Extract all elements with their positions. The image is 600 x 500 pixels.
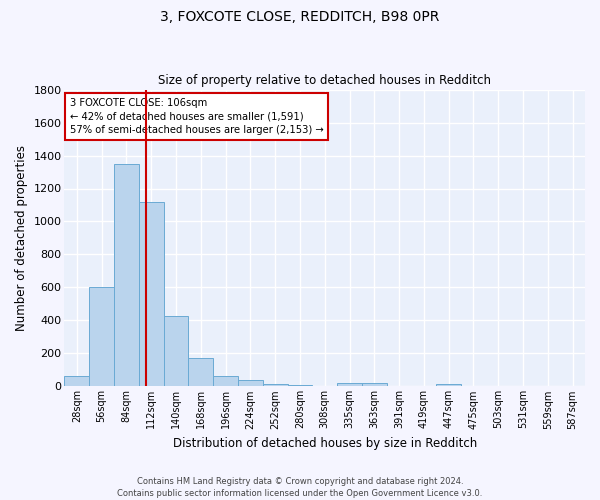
Bar bbox=[337, 383, 362, 386]
Title: Size of property relative to detached houses in Redditch: Size of property relative to detached ho… bbox=[158, 74, 491, 87]
Bar bbox=[213, 376, 238, 386]
Text: Contains HM Land Registry data © Crown copyright and database right 2024.
Contai: Contains HM Land Registry data © Crown c… bbox=[118, 476, 482, 498]
Y-axis label: Number of detached properties: Number of detached properties bbox=[15, 145, 28, 331]
Bar bbox=[188, 358, 213, 386]
Bar bbox=[89, 288, 114, 386]
Bar bbox=[263, 384, 287, 386]
Bar bbox=[362, 383, 386, 386]
Bar bbox=[139, 202, 164, 386]
Bar bbox=[436, 384, 461, 386]
X-axis label: Distribution of detached houses by size in Redditch: Distribution of detached houses by size … bbox=[173, 437, 477, 450]
Bar bbox=[238, 380, 263, 386]
Bar bbox=[164, 316, 188, 386]
Bar bbox=[114, 164, 139, 386]
Text: 3, FOXCOTE CLOSE, REDDITCH, B98 0PR: 3, FOXCOTE CLOSE, REDDITCH, B98 0PR bbox=[160, 10, 440, 24]
Text: 3 FOXCOTE CLOSE: 106sqm
← 42% of detached houses are smaller (1,591)
57% of semi: 3 FOXCOTE CLOSE: 106sqm ← 42% of detache… bbox=[70, 98, 323, 135]
Bar bbox=[64, 376, 89, 386]
Bar bbox=[287, 385, 313, 386]
